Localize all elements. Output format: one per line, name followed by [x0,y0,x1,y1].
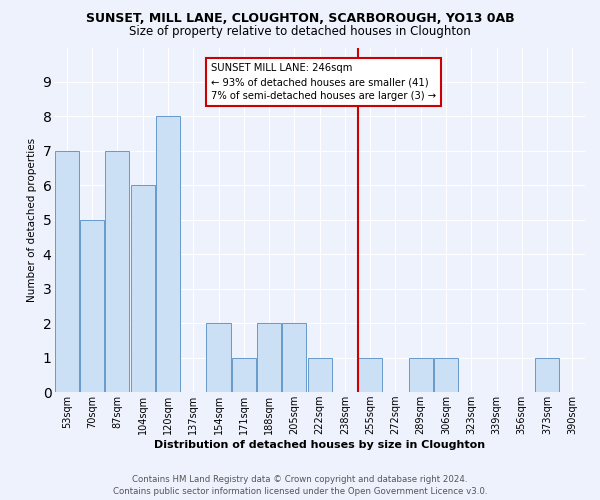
Bar [535,358,559,392]
Text: Contains HM Land Registry data © Crown copyright and database right 2024.
Contai: Contains HM Land Registry data © Crown c… [113,474,487,496]
Text: SUNSET, MILL LANE, CLOUGHTON, SCARBOROUGH, YO13 0AB: SUNSET, MILL LANE, CLOUGHTON, SCARBOROUG… [86,12,514,26]
Bar [283,323,307,392]
X-axis label: Distribution of detached houses by size in Cloughton: Distribution of detached houses by size … [154,440,485,450]
Y-axis label: Number of detached properties: Number of detached properties [27,138,37,302]
Bar [55,151,79,392]
Bar [434,358,458,392]
Bar [308,358,332,392]
Text: SUNSET MILL LANE: 246sqm
← 93% of detached houses are smaller (41)
7% of semi-de: SUNSET MILL LANE: 246sqm ← 93% of detach… [211,63,436,101]
Bar [156,116,180,392]
Text: Size of property relative to detached houses in Cloughton: Size of property relative to detached ho… [129,25,471,38]
Bar [131,186,155,392]
Bar [232,358,256,392]
Bar [257,323,281,392]
Bar [409,358,433,392]
Bar [358,358,382,392]
Bar [80,220,104,392]
Bar [206,323,230,392]
Bar [106,151,130,392]
